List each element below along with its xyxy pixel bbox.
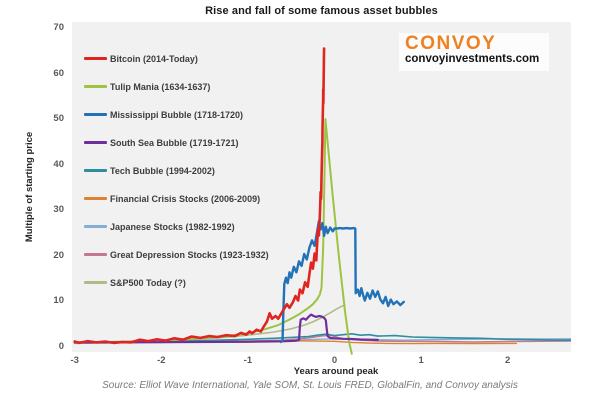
x-tick-label--2: -2 xyxy=(157,355,166,366)
y-tick-label-50: 50 xyxy=(53,113,64,125)
legend-swatch-sp500 xyxy=(84,281,107,284)
x-tick-label--3: -3 xyxy=(70,355,79,366)
x-tick-label-1: 1 xyxy=(418,355,424,366)
legend-label: South Sea Bubble (1719-1721) xyxy=(110,137,239,148)
legend-label: S&P500 Today (?) xyxy=(110,277,186,288)
legend-swatch-mississippi xyxy=(84,113,107,116)
legend-label: Bitcoin (2014-Today) xyxy=(110,53,198,64)
source-note: Source: Elliot Wave International, Yale … xyxy=(102,380,518,391)
x-tick-label-0: 0 xyxy=(331,355,338,366)
legend-item-japanese: Japanese Stocks (1982-1992) xyxy=(84,221,269,232)
y-tick-label-0: 0 xyxy=(58,341,64,352)
legend-label: Tech Bubble (1994-2002) xyxy=(110,165,215,176)
y-tick-label-10: 10 xyxy=(53,295,64,307)
series-line-tech xyxy=(73,332,571,344)
legend-label: Tulip Mania (1634-1637) xyxy=(110,81,211,92)
y-tick-label-30: 30 xyxy=(53,204,64,216)
legend-swatch-bitcoin xyxy=(84,57,107,60)
legend: Bitcoin (2014-Today) Tulip Mania (1634-1… xyxy=(84,53,269,305)
legend-item-tech: Tech Bubble (1994-2002) xyxy=(84,165,269,176)
convoy-logo-text: CONVOY xyxy=(405,33,497,54)
legend-item-sp500: S&P500 Today (?) xyxy=(84,277,269,288)
y-tick-label-60: 60 xyxy=(53,67,64,79)
series-line-south_sea xyxy=(73,313,379,344)
legend-label: Financial Crisis Stocks (2006-2009) xyxy=(110,193,261,204)
legend-item-mississippi: Mississippi Bubble (1718-1720) xyxy=(84,109,269,120)
legend-swatch-tech xyxy=(84,169,107,172)
legend-swatch-great-depression xyxy=(84,253,107,256)
legend-label: Mississippi Bubble (1718-1720) xyxy=(110,109,244,120)
x-tick-label-2: 2 xyxy=(505,355,511,366)
y-tick-label-20: 20 xyxy=(53,249,64,261)
legend-item-bitcoin: Bitcoin (2014-Today) xyxy=(84,53,269,64)
series-line-mississippi xyxy=(279,219,405,344)
convoy-logo: CONVOY convoyinvestments.com xyxy=(399,33,549,71)
legend-label: Great Depression Stocks (1923-1932) xyxy=(110,249,269,260)
y-tick-label-70: 70 xyxy=(53,22,64,33)
series-line-bitcoin xyxy=(73,47,326,345)
legend-swatch-tulip xyxy=(84,85,107,88)
chart-title: Rise and fall of some famous asset bubbl… xyxy=(205,5,438,17)
legend-item-financial-crisis: Financial Crisis Stocks (2006-2009) xyxy=(84,193,269,204)
y-tick-label-40: 40 xyxy=(53,158,64,170)
convoy-website-text: convoyinvestments.com xyxy=(405,53,540,65)
legend-swatch-financial-crisis xyxy=(84,197,107,200)
legend-item-south-sea: South Sea Bubble (1719-1721) xyxy=(84,137,269,148)
y-axis-title: Multiple of starting price xyxy=(24,131,35,243)
legend-item-tulip: Tulip Mania (1634-1637) xyxy=(84,81,269,92)
legend-swatch-japanese xyxy=(84,225,107,228)
x-tick-label--1: -1 xyxy=(243,355,253,366)
legend-label: Japanese Stocks (1982-1992) xyxy=(110,221,235,232)
legend-item-great-depression: Great Depression Stocks (1923-1932) xyxy=(84,249,269,260)
legend-swatch-south-sea xyxy=(84,141,107,144)
x-axis-title: Years around peak xyxy=(293,366,379,377)
